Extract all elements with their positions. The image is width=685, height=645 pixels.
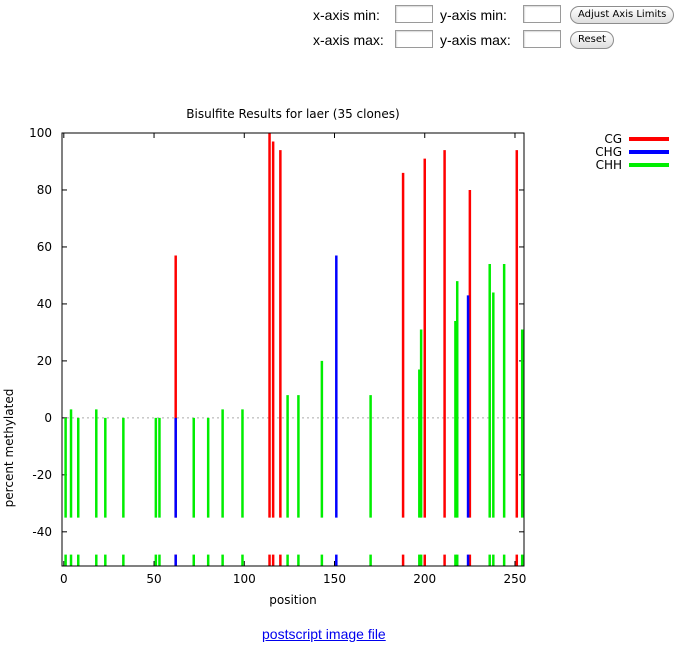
x-tick-label: 200	[413, 572, 436, 586]
adjust-axis-limits-button[interactable]: Adjust Axis Limits	[570, 6, 675, 24]
methylation-chart: Bisulfite Results for laer (35 clones) p…	[2, 107, 669, 607]
ymax-input[interactable]	[523, 30, 561, 48]
legend-label: CHG	[595, 145, 622, 159]
chart-title: Bisulfite Results for laer (35 clones)	[186, 107, 399, 121]
y-tick-label: 60	[37, 240, 52, 254]
x-tick-label: 50	[146, 572, 161, 586]
y-axis-label: percent methylated	[2, 389, 16, 508]
reset-button[interactable]: Reset	[570, 31, 614, 49]
legend-label: CG	[604, 132, 622, 146]
y-tick-label: 20	[37, 354, 52, 368]
ymin-label: y-axis min:	[440, 7, 507, 23]
y-tick-label: -20	[32, 468, 52, 482]
legend-label: CHH	[596, 158, 622, 172]
axis-ticks: -40 -20 0 20 40 60 80 100 0 50 100 150 200 250	[29, 126, 526, 586]
x-tick-label: 100	[233, 572, 256, 586]
x-tick-label: 150	[323, 572, 346, 586]
y-tick-label: 0	[44, 411, 52, 425]
plot-frame	[61, 132, 525, 567]
ymin-input[interactable]	[523, 5, 561, 23]
xmax-input[interactable]	[395, 30, 433, 48]
y-tick-label: 40	[37, 297, 52, 311]
postscript-link[interactable]: postscript image file	[262, 626, 386, 642]
y-tick-label: 100	[29, 126, 52, 140]
x-axis-label: position	[269, 593, 317, 607]
ymax-label: y-axis max:	[440, 32, 511, 48]
x-tick-label: 250	[504, 572, 527, 586]
xmin-label: x-axis min:	[313, 7, 380, 23]
y-tick-label: -40	[32, 525, 52, 539]
data-bars	[64, 133, 524, 566]
xmin-input[interactable]	[395, 5, 433, 23]
xmax-label: x-axis max:	[313, 32, 384, 48]
y-tick-label: 80	[37, 183, 52, 197]
axis-controls: x-axis min: y-axis min: Adjust Axis Limi…	[0, 0, 685, 60]
x-tick-label: 0	[60, 572, 68, 586]
